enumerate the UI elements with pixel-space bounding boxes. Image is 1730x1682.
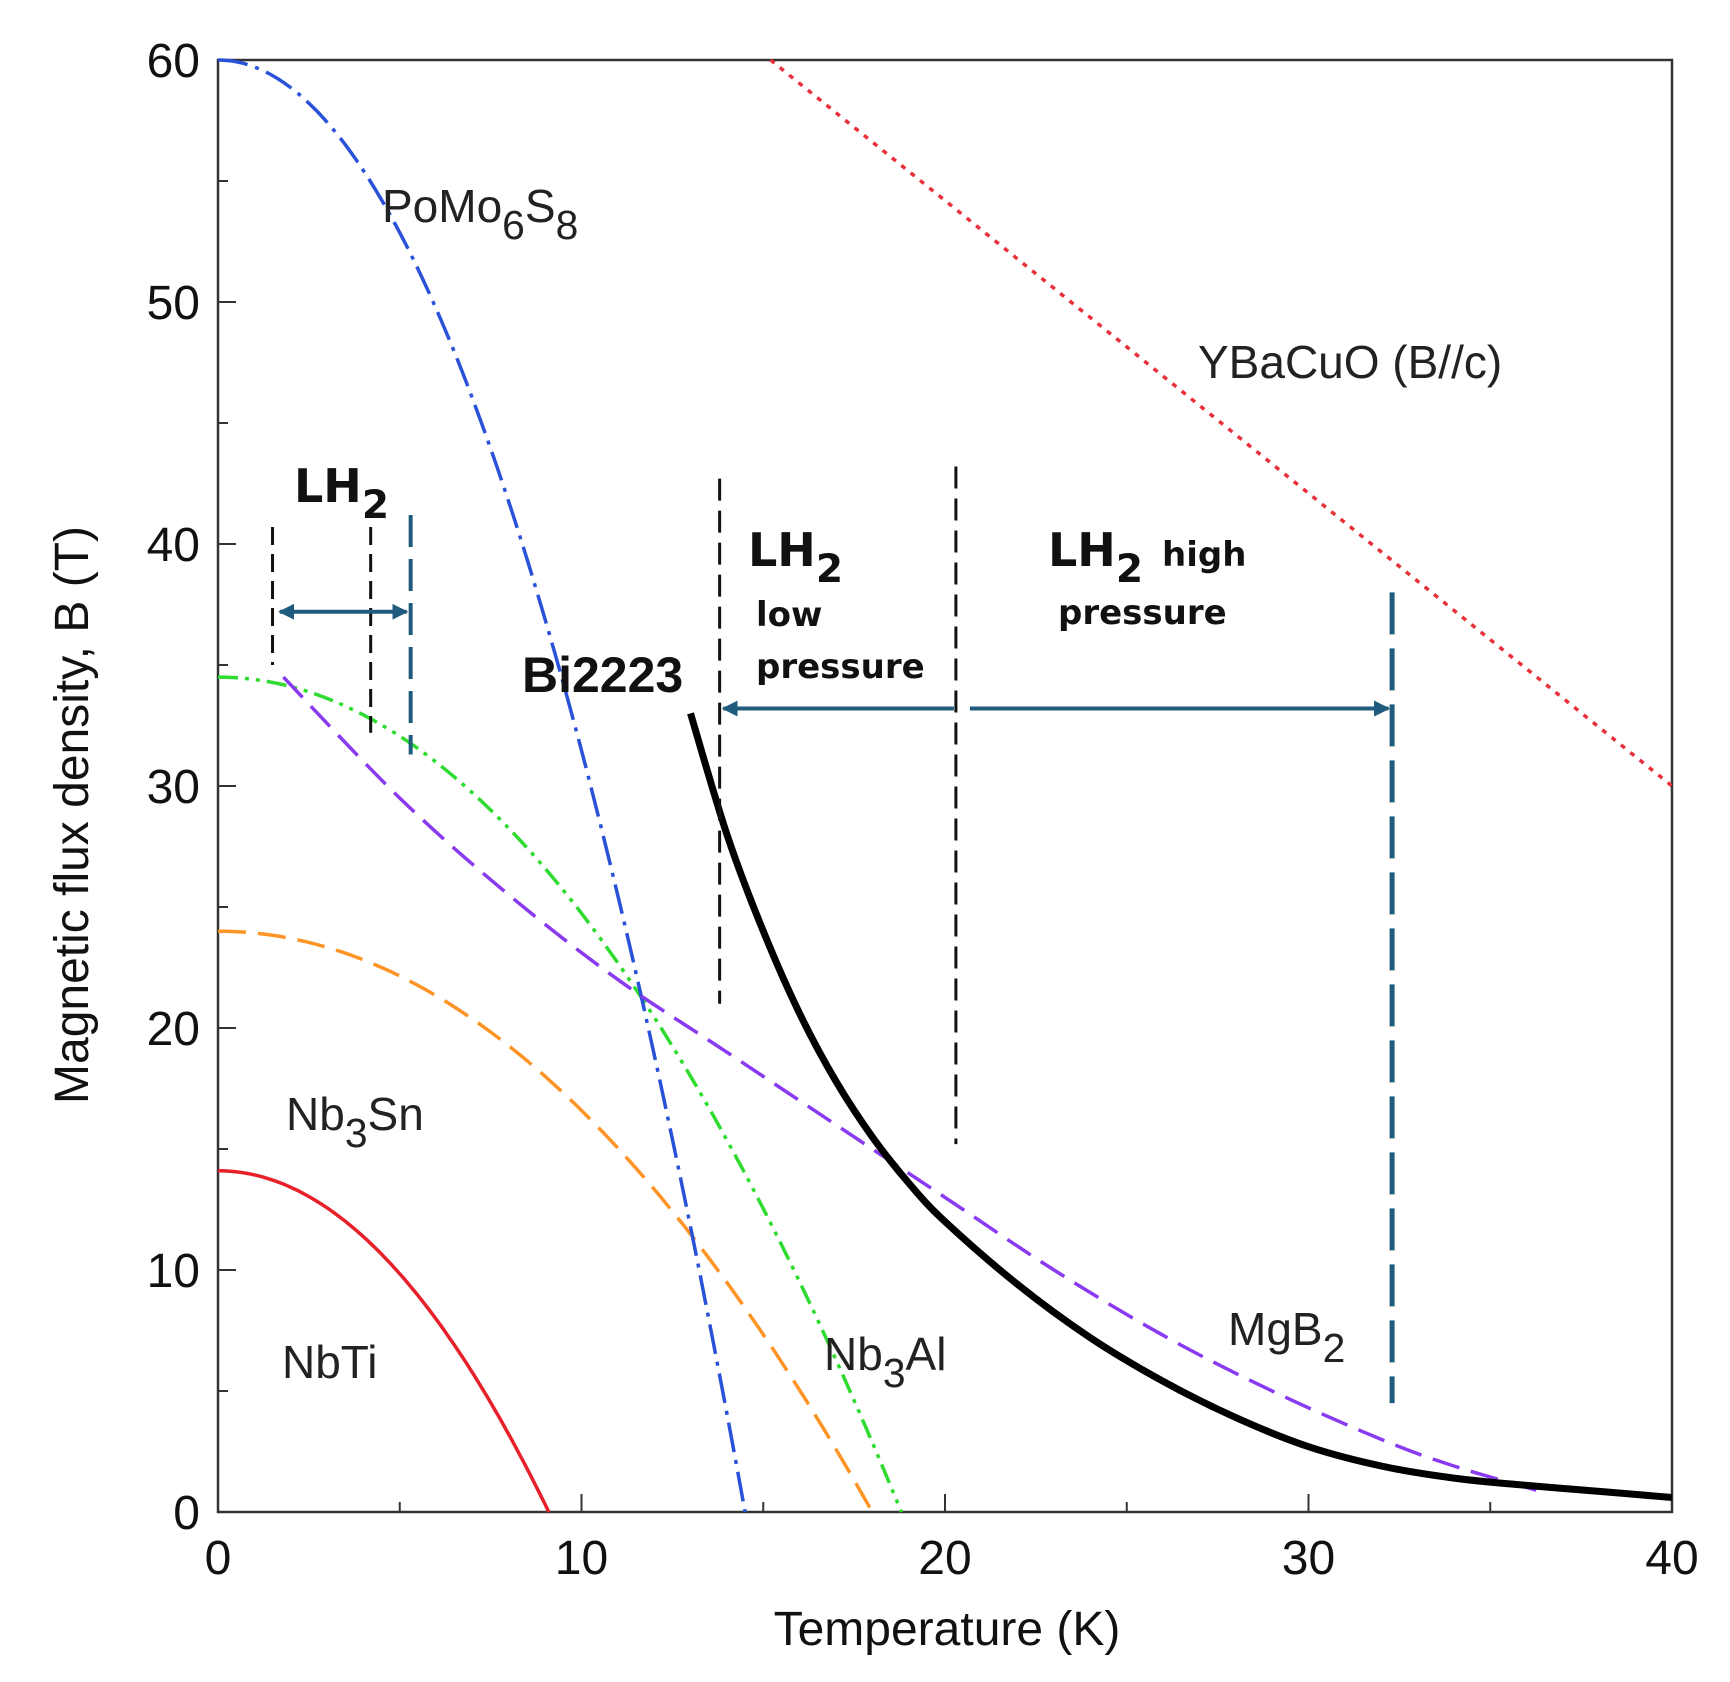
plot-frame <box>216 58 1674 1514</box>
label-nb3sn: Nb3Sn <box>286 1088 424 1156</box>
label-lh2-low-line2: pressure <box>756 647 925 687</box>
label-nb3al: Nb3Al <box>824 1328 946 1396</box>
x-tick-label: 0 <box>205 1532 232 1585</box>
y-tick-label: 60 <box>147 35 200 88</box>
series-line-mgb2 <box>282 675 1546 1495</box>
series-line-nbti <box>218 1169 551 1513</box>
label-lh2-low-line1: low <box>756 595 822 635</box>
label-bi2223: Bi2223 <box>522 647 683 703</box>
y-tick-label: 20 <box>147 1003 200 1056</box>
label-pbmo6s8: PoMo6S8 <box>382 180 578 248</box>
label-lh2-left: LH2 <box>294 459 389 528</box>
x-tick-label: 10 <box>555 1532 608 1585</box>
label-ybacuo: YBaCuO (B//c) <box>1198 336 1502 388</box>
label-mgb2: MgB2 <box>1228 1303 1345 1371</box>
series-labels: NbTi Nb3Sn Nb3Al PoMo6S8 MgB2 Bi2223 YBaCuO (B… <box>282 180 1502 1396</box>
y-tick-label: 10 <box>147 1245 200 1298</box>
y-tick-label: 50 <box>147 277 200 330</box>
label-lh2-low: LH2 <box>748 523 843 592</box>
series-line-ybacuo-b-c- <box>769 58 1674 788</box>
data-series <box>217 58 1674 1513</box>
y-tick-label: 30 <box>147 761 200 814</box>
series-line-nb3al <box>217 675 904 1513</box>
y-tick-label: 40 <box>147 519 200 572</box>
x-tick-label: 20 <box>918 1532 971 1585</box>
annotations <box>271 466 1395 1404</box>
label-lh2-high-word: high <box>1162 535 1246 575</box>
series-line-pbmo6s8 <box>217 58 747 1513</box>
series-line-nb3sn <box>217 929 874 1513</box>
label-lh2-high-line2: pressure <box>1058 593 1227 633</box>
label-nbti: NbTi <box>282 1336 377 1388</box>
plot-border <box>216 58 1674 1514</box>
y-axis-title: Magnetic flux density, B (T) <box>46 526 99 1104</box>
y-tick-label: 0 <box>173 1487 200 1540</box>
x-tick-label: 40 <box>1645 1532 1698 1585</box>
x-axis-title: Temperature (K) <box>774 1603 1121 1656</box>
axis-ticks: 0 10 20 30 40 0 10 20 30 40 50 60 <box>147 35 1699 1585</box>
label-lh2-high: LH2 <box>1048 523 1143 592</box>
series-line-bi2223 <box>687 712 1673 1501</box>
x-tick-label: 30 <box>1282 1532 1335 1585</box>
